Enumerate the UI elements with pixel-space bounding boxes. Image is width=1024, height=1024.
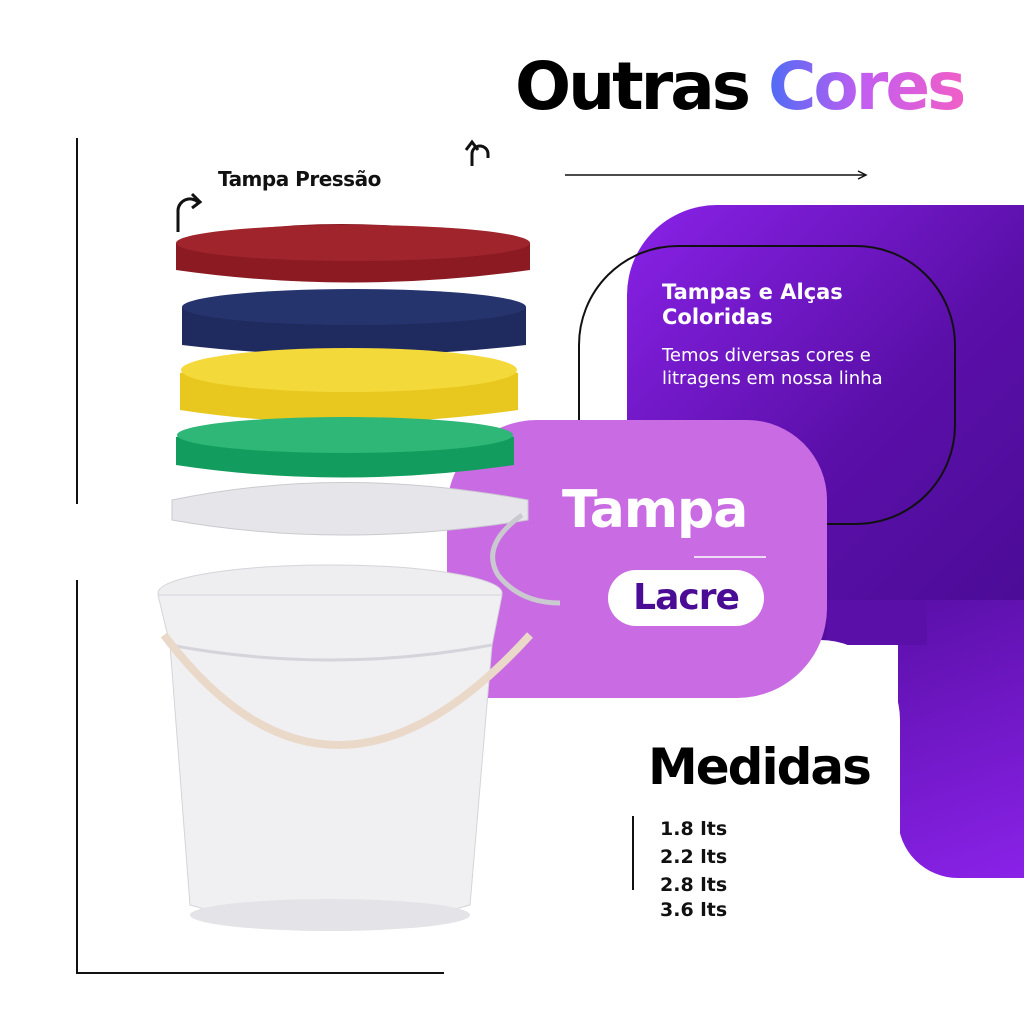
arrow-right-icon	[565, 170, 868, 180]
horizontal-line-bottom	[76, 972, 444, 974]
lid-green	[176, 417, 514, 478]
size-item: 3.6 lts	[660, 899, 728, 921]
medidas-heading: Medidas	[648, 738, 872, 796]
vertical-line-bottom	[76, 580, 78, 974]
divider	[694, 556, 766, 558]
sizes-list: 1.8 lts 2.2 lts 2.8 lts 3.6 lts	[660, 815, 727, 924]
tampa-pressao-label: Tampa Pressão	[218, 167, 381, 191]
lacre-tag: Lacre	[608, 570, 764, 626]
curved-arrow-icon	[176, 192, 203, 232]
lid-clear	[171, 482, 561, 606]
tampa-heading: Tampa	[562, 480, 748, 540]
purple-panel-join	[827, 600, 927, 645]
curved-arrow-icon	[464, 139, 490, 166]
bucket-with-lids-image	[157, 224, 561, 931]
card-text: Temos diversas cores e litragens em noss…	[662, 345, 883, 389]
purple-panel-bottom	[898, 600, 1024, 878]
lid-red	[176, 224, 530, 283]
lid-blue	[182, 289, 526, 355]
bucket	[157, 564, 533, 931]
card-title: Tampas e Alças Coloridas	[662, 280, 843, 329]
vertical-line-top	[76, 138, 78, 504]
size-item: 2.2 lts	[660, 846, 728, 868]
sizes-divider	[632, 816, 634, 890]
page-title: Outras Cores	[515, 48, 966, 125]
size-item: 1.8 lts	[660, 818, 728, 840]
lid-yellow	[180, 348, 518, 423]
size-item: 2.8 lts	[660, 874, 728, 896]
